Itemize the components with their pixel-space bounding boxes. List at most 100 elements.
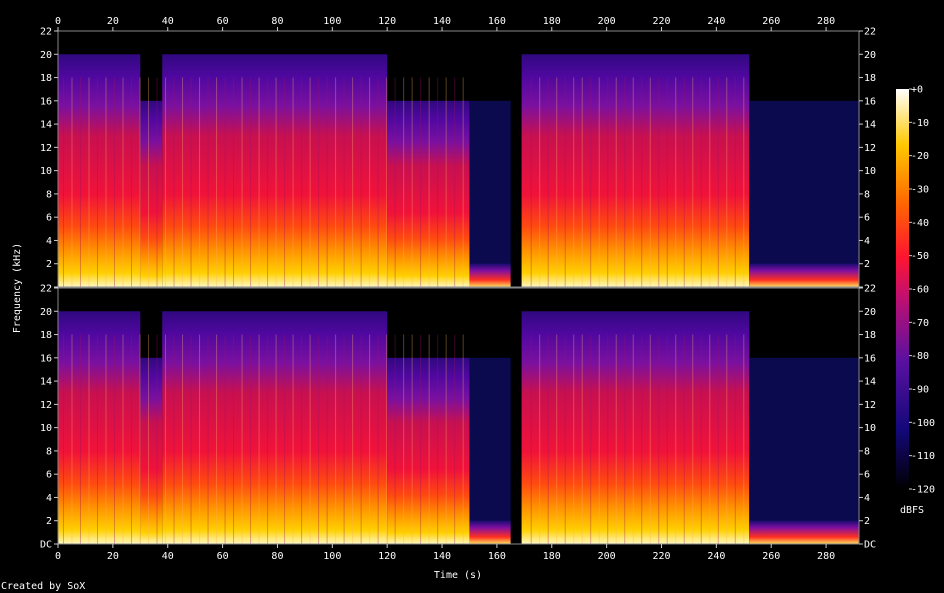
x-tick-label-top: 40 [162, 16, 174, 27]
y-tick-label-right: 16 [864, 96, 876, 107]
segment-floor [749, 357, 859, 544]
y-tick-label-right: DC [864, 540, 876, 551]
y-tick-label-right: 4 [864, 236, 870, 247]
y-tick-label: 2 [46, 516, 52, 527]
transient-streaks [62, 334, 745, 544]
y-tick-label: 16 [40, 96, 52, 107]
y-tick-label-right: 16 [864, 353, 876, 364]
colorbar-tick-label: -80 [911, 351, 929, 362]
colorbar-tick-label: -10 [911, 118, 929, 129]
y-tick-label-right: 20 [864, 307, 876, 318]
x-tick-label-top: 280 [817, 16, 835, 27]
y-tick-label: 4 [46, 236, 52, 247]
y-tick-label-right: 8 [864, 189, 870, 200]
x-tick-label: 160 [488, 551, 506, 562]
colorbar-gradient [896, 89, 909, 489]
y-tick-label: 22 [40, 284, 52, 295]
x-tick-label-top: 140 [433, 16, 451, 27]
y-tick-label-right: 8 [864, 446, 870, 457]
y-tick-label: 2 [46, 259, 52, 270]
x-tick-label: 140 [433, 551, 451, 562]
y-tick-label: 10 [40, 423, 52, 434]
y-tick-label: 22 [40, 27, 52, 38]
segment-energy [140, 357, 163, 544]
y-tick-label-right: 14 [864, 377, 876, 388]
segment-energy [387, 357, 470, 544]
colorbar-tick-label: -110 [911, 451, 935, 462]
x-tick-label-top: 0 [55, 16, 61, 27]
segment-energy [58, 54, 141, 287]
x-tick-label: 220 [652, 551, 670, 562]
x-tick-label-top: 220 [652, 16, 670, 27]
y-tick-label: 8 [46, 446, 52, 457]
x-tick-label-top: 120 [378, 16, 396, 27]
x-tick-label: 240 [707, 551, 725, 562]
y-tick-label-right: 10 [864, 423, 876, 434]
y-tick-label: 6 [46, 470, 52, 481]
segment-energy [749, 520, 859, 544]
x-tick-label: 80 [271, 551, 283, 562]
y-tick-label-right: 12 [864, 143, 876, 154]
y-tick-label: 14 [40, 377, 52, 388]
y-tick-label: 18 [40, 73, 52, 84]
x-tick-label: 20 [107, 551, 119, 562]
colorbar-tick-label: -100 [911, 418, 935, 429]
y-tick-label: 12 [40, 400, 52, 411]
segment-energy [162, 54, 388, 287]
spectrogram-channel-1 [57, 30, 860, 288]
colorbar-tick-label: -70 [911, 318, 929, 329]
segment-floor [469, 100, 511, 288]
segment-energy [387, 100, 470, 288]
x-tick-label: 40 [162, 551, 174, 562]
y-tick-label: 20 [40, 307, 52, 318]
y-tick-label-right: 22 [864, 284, 876, 295]
y-tick-label-right: 6 [864, 470, 870, 481]
y-tick-label: 16 [40, 353, 52, 364]
y-tick-label: 8 [46, 189, 52, 200]
segment-energy [469, 263, 511, 287]
y-tick-label-right: 14 [864, 120, 876, 131]
x-tick-label: 200 [598, 551, 616, 562]
segment-energy [521, 54, 750, 287]
y-tick-label-right: 10 [864, 166, 876, 177]
colorbar-tick-label: -20 [911, 151, 929, 162]
x-tick-label-top: 260 [762, 16, 780, 27]
x-tick-label: 100 [323, 551, 341, 562]
x-tick-label: 60 [217, 551, 229, 562]
x-tick-label: 180 [543, 551, 561, 562]
x-tick-label-top: 20 [107, 16, 119, 27]
y-tick-label-right: 6 [864, 213, 870, 224]
segment-energy [140, 100, 163, 288]
x-axis-label: Time (s) [434, 570, 482, 581]
colorbar-tick-label: -30 [911, 185, 929, 196]
x-tick-label: 120 [378, 551, 396, 562]
segment-energy [469, 520, 511, 544]
x-tick-label-top: 100 [323, 16, 341, 27]
segment-energy [749, 263, 859, 287]
x-tick-label: 280 [817, 551, 835, 562]
spectrogram-channel-2 [57, 287, 860, 545]
y-tick-label: DC [40, 540, 52, 551]
colorbar-tick-label: -60 [911, 285, 929, 296]
y-tick-label: 10 [40, 166, 52, 177]
x-tick-label-top: 80 [271, 16, 283, 27]
colorbar-label: dBFS [900, 505, 924, 516]
segment-energy [162, 311, 388, 544]
colorbar: +0 -10 -20 -30 -40 -50 -60 -70 -80 -90 -100 -110 -12… [896, 85, 935, 496]
y-tick-label-right: 2 [864, 259, 870, 270]
segment-floor [469, 357, 511, 544]
segment-floor [749, 100, 859, 288]
y-tick-label: 6 [46, 213, 52, 224]
y-tick-label-right: 2 [864, 516, 870, 527]
y-tick-label: 14 [40, 120, 52, 131]
y-tick-label: 18 [40, 330, 52, 341]
colorbar-tick-label: +0 [911, 85, 923, 96]
x-tick-label-top: 60 [217, 16, 229, 27]
segment-energy [58, 311, 141, 544]
x-tick-label: 0 [55, 551, 61, 562]
y-tick-label: 20 [40, 50, 52, 61]
colorbar-tick-label: -40 [911, 218, 929, 229]
x-tick-label-top: 240 [707, 16, 725, 27]
y-tick-label-right: 18 [864, 330, 876, 341]
